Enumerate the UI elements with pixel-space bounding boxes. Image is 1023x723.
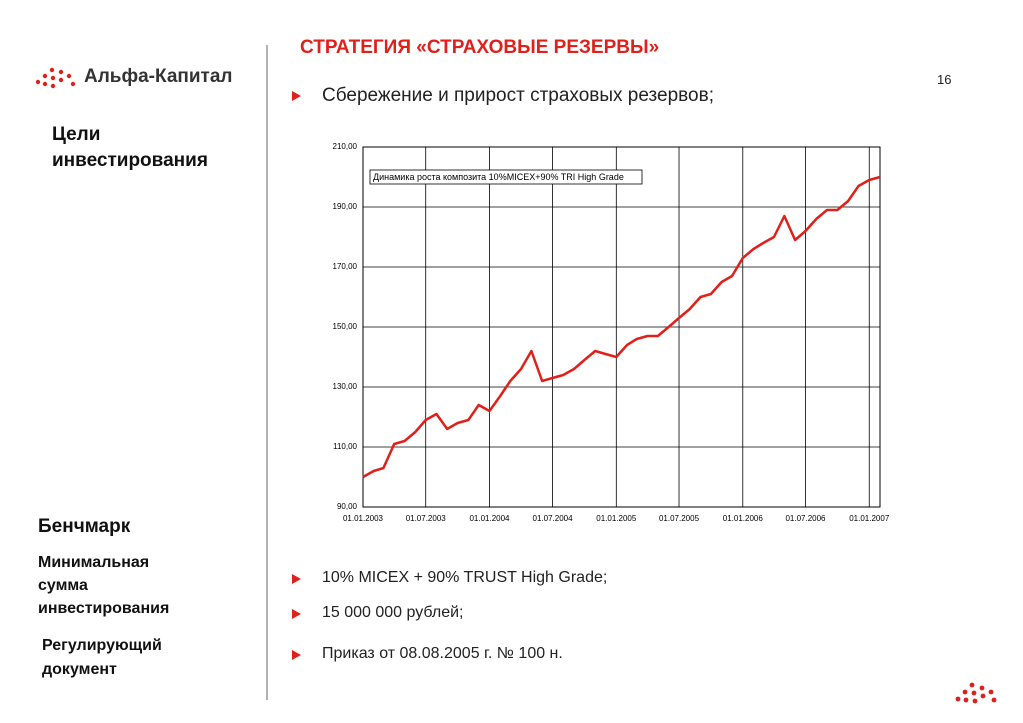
page-number: 16 xyxy=(937,72,952,87)
y-tick-label: 150,00 xyxy=(333,322,358,331)
bullet-text: 15 000 000 рублей; xyxy=(322,604,464,621)
bullet-text: Приказ от 08.08.2005 г. № 100 н. xyxy=(322,645,563,662)
line xyxy=(362,175,881,479)
legend-box xyxy=(369,169,643,185)
legend-label: Динамика роста композита 10%MICEX+90% TR… xyxy=(373,172,624,182)
y-tick-label: 90,00 xyxy=(337,502,358,511)
x-tick-label: 01.07.2005 xyxy=(659,514,700,523)
x-tick-label: 01.01.2003 xyxy=(343,514,384,523)
y-tick-label: 210,00 xyxy=(333,142,358,151)
corner-dots xyxy=(955,682,997,704)
logo-dots xyxy=(35,67,76,89)
sidebar-label: Бенчмарк xyxy=(38,516,131,537)
x-tick-label: 01.01.2007 xyxy=(849,514,890,523)
x-tick-label: 01.07.2003 xyxy=(406,514,447,523)
bullet-text: 10% MICEX + 90% TRUST High Grade; xyxy=(322,569,608,586)
logo-text: Альфа-Капитал xyxy=(84,66,233,87)
sidebar-label: Регулирующий документ xyxy=(42,637,162,678)
sidebar-label: Минимальная сумма инвестирования xyxy=(38,554,170,617)
x-tick-label: 01.01.2006 xyxy=(723,514,764,523)
bullet-text: Сбережение и прирост страховых резервов; xyxy=(322,85,714,106)
y-tick-label: 110,00 xyxy=(333,442,357,451)
chart: 90,00 110,00 130,00 150,00 170,00 190,00 210,0… xyxy=(333,142,890,523)
y-tick-label: 190,00 xyxy=(333,202,358,211)
y-tick-label: 130,00 xyxy=(333,382,358,391)
x-tick-label: 01.01.2004 xyxy=(469,514,510,523)
x-tick-label: 01.01.2005 xyxy=(596,514,637,523)
x-tick-label: 01.07.2006 xyxy=(785,514,826,523)
x-tick-label: 01.07.2004 xyxy=(533,514,574,523)
y-tick-label: 170,00 xyxy=(333,262,358,271)
bullet-markers xyxy=(292,91,301,660)
slide-title: СТРАТЕГИЯ «СТРАХОВЫЕ РЕЗЕРВЫ» xyxy=(300,37,660,58)
sidebar-label: Цели инвестирования xyxy=(52,124,208,171)
